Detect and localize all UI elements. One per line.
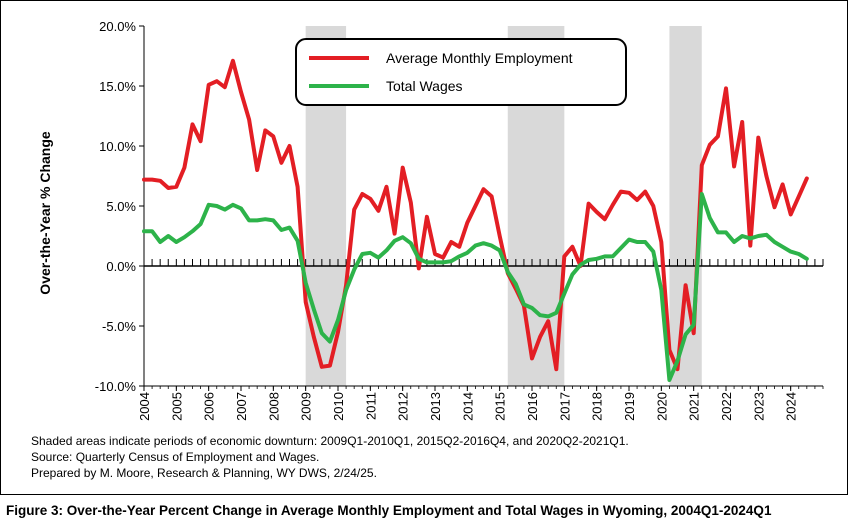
x-tick-label: 2020 xyxy=(654,392,669,421)
x-tick-label: 2005 xyxy=(169,392,184,421)
x-tick-label: 2015 xyxy=(493,392,508,421)
y-tick-label: 20.0% xyxy=(99,19,136,34)
x-tick-label: 2009 xyxy=(299,392,314,421)
x-tick-label: 2018 xyxy=(590,392,605,421)
x-tick-label: 2011 xyxy=(363,392,378,420)
x-tick-label: 2016 xyxy=(525,392,540,421)
x-tick-label: 2023 xyxy=(751,392,766,421)
downturn-band-3 xyxy=(669,26,702,386)
legend-label-employment: Average Monthly Employment xyxy=(386,50,573,66)
series-lines xyxy=(142,58,809,382)
x-tick-label: 2007 xyxy=(234,392,249,421)
y-tick-label: 15.0% xyxy=(99,79,136,94)
x-tick-label: 2021 xyxy=(687,392,702,421)
x-tick-label: 2014 xyxy=(460,392,475,421)
figure-caption: Figure 3: Over-the-Year Percent Change i… xyxy=(6,503,772,518)
x-tick-label: 2013 xyxy=(428,392,443,421)
x-tick-label: 2012 xyxy=(396,392,411,421)
series-line-wages xyxy=(142,192,809,382)
y-tick-label: -5.0% xyxy=(102,319,136,334)
note-prepared-by: Prepared by M. Moore, Research & Plannin… xyxy=(31,466,377,480)
x-tick-label: 2004 xyxy=(137,392,152,421)
x-tick-label: 2006 xyxy=(202,392,217,421)
y-tick-label: -10.0% xyxy=(95,379,137,394)
note-shaded-areas: Shaded areas indicate periods of economi… xyxy=(31,434,629,448)
x-tick-label: 2017 xyxy=(557,392,572,421)
legend: Average Monthly Employment Total Wages xyxy=(295,38,627,106)
axes: -10.0% -5.0% 0.0% 5.0% 10.0% 15.0% 20.0% 2004 20… xyxy=(95,19,824,421)
y-tick-label: 10.0% xyxy=(99,139,136,154)
x-tick-label: 2024 xyxy=(784,392,799,421)
y-tick-label: 5.0% xyxy=(106,199,136,214)
y-tick-label: 0.0% xyxy=(106,259,136,274)
legend-label-wages: Total Wages xyxy=(386,78,463,94)
x-tick-label: 2022 xyxy=(719,392,734,421)
figure-frame: -10.0% -5.0% 0.0% 5.0% 10.0% 15.0% 20.0% 2004 20… xyxy=(0,0,848,495)
legend-box xyxy=(295,38,627,106)
line-chart: -10.0% -5.0% 0.0% 5.0% 10.0% 15.0% 20.0% 2004 20… xyxy=(37,19,824,421)
y-axis-label: Over-the-Year % Change xyxy=(37,131,53,295)
x-tick-label: 2010 xyxy=(331,392,346,421)
x-tick-label: 2008 xyxy=(266,392,281,421)
note-source: Source: Quarterly Census of Employment a… xyxy=(31,450,320,464)
x-tick-label: 2019 xyxy=(622,392,637,421)
